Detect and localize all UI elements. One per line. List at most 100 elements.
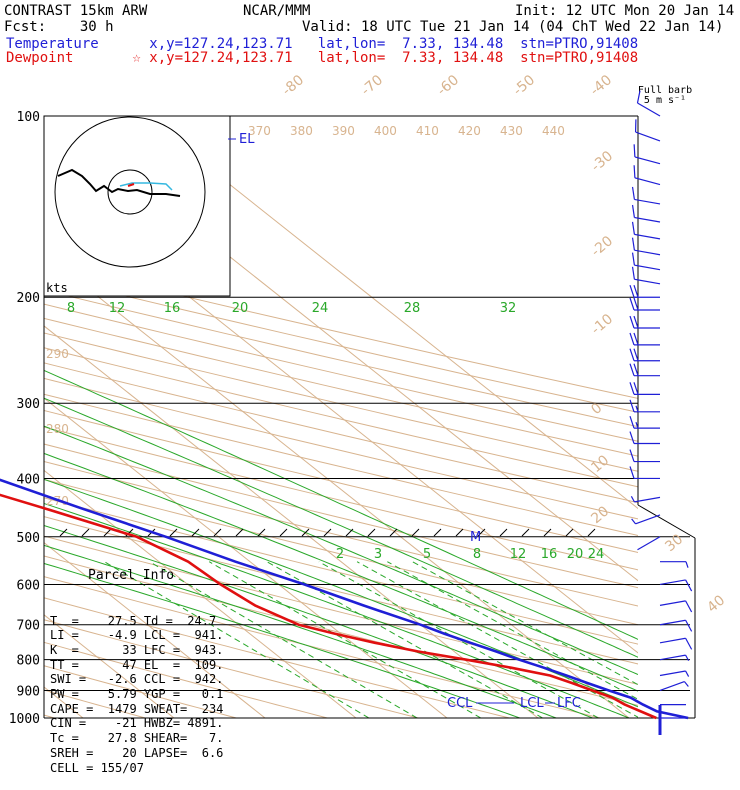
wind-barb-flag (630, 333, 634, 345)
el-label: EL (239, 132, 255, 147)
level-hatch (368, 529, 375, 536)
wind-barb (633, 205, 660, 222)
mixing-ratio-label: 32 (500, 301, 517, 316)
level-hatch (588, 529, 595, 536)
m-label: M (470, 530, 481, 545)
theta-label: 440 (542, 124, 565, 138)
hodograph-box (44, 116, 230, 296)
wind-barb (633, 253, 660, 270)
wind-barb (633, 238, 660, 255)
pressure-tick-label: 900 (17, 684, 40, 699)
wind-barb-flag (686, 638, 692, 649)
wind-barb (660, 562, 688, 568)
wind-barb-flag (633, 187, 635, 200)
wind-barb-flag (634, 165, 635, 178)
wind-barb (660, 601, 692, 612)
wind-barb-staff (635, 178, 660, 185)
wind-barb-half-flag (686, 671, 689, 677)
theta-label: 410 (416, 124, 439, 138)
wind-barb-staff (635, 157, 660, 164)
parcel-info-row: T = 27.5 Td = 24.7 (50, 614, 223, 629)
mixing-ratio-label: 16 (541, 547, 558, 562)
wind-barb (636, 119, 660, 141)
lfc-label: LFC (557, 696, 581, 711)
wind-barb-flag (634, 349, 638, 361)
wind-barb (637, 537, 660, 550)
lcl-label: LCL (520, 696, 544, 711)
mixing-ratio-label: 20 (567, 547, 584, 562)
wind-barb-flag (634, 333, 638, 345)
level-hatch (522, 529, 529, 536)
parcel-info-row: K = 33 LFC = 943. (50, 643, 223, 658)
wind-barb (630, 364, 660, 376)
wind-barb-flag (686, 601, 692, 612)
wind-barb-staff (636, 515, 660, 524)
wind-barb-half-flag (684, 682, 688, 687)
pressure-tick-label: 100 (17, 110, 40, 125)
wind-barb-flag (634, 316, 638, 328)
wind-barb (633, 222, 660, 239)
wind-barb-half-flag (632, 519, 636, 524)
wind-barb-flag (634, 364, 638, 376)
theta-label: 400 (374, 124, 397, 138)
level-hatch (566, 529, 573, 536)
wind-barb-flag (630, 349, 634, 361)
mixing-ratio-label: 12 (510, 547, 527, 562)
pressure-tick-label: 400 (17, 472, 40, 487)
parcel-info-row: LI = -4.9 LCL = 941. (50, 628, 223, 643)
frame-bevel (638, 505, 695, 538)
isotherm-label: 40 (704, 592, 728, 616)
wind-barb-staff (660, 682, 684, 691)
wind-barb (630, 316, 660, 328)
level-hatch (324, 529, 331, 536)
wind-barb-flag (633, 267, 635, 280)
wind-barb-staff (637, 103, 660, 116)
wind-barb (630, 298, 660, 310)
wind-barb-flag (630, 316, 634, 328)
wind-barb (660, 580, 692, 591)
wind-barb (630, 432, 660, 444)
wind-barb-staff (660, 580, 686, 585)
pressure-tick-label: 200 (17, 291, 40, 306)
theta-label: 380 (290, 124, 313, 138)
wind-barb-staff (660, 601, 686, 606)
parcel-info-row: CAPE = 1479 SWEAT= 234 (50, 702, 223, 717)
parcel-info-row: SREH = 20 LAPSE= 6.6 (50, 746, 223, 761)
wind-barb (633, 187, 660, 204)
wind-barb (630, 349, 660, 361)
wind-barb-flag (634, 382, 638, 394)
hodograph: kts (44, 116, 230, 296)
mixing-ratio-label: 2 (336, 547, 344, 562)
parcel-info-title: Parcel Info (50, 569, 223, 584)
wind-barb-flag (634, 285, 638, 297)
wind-barb-flag (686, 620, 692, 631)
level-hatch (82, 529, 89, 536)
mixing-ratio-label: 24 (312, 301, 329, 316)
wind-barb-staff (637, 537, 660, 550)
parcel-info-row: CIN = -21 HWBZ= 4891. (50, 716, 223, 731)
parcel-info-row: CELL = 155/07 (50, 761, 223, 776)
isotherm-label: -70 (358, 72, 386, 99)
level-hatch (412, 529, 419, 536)
level-hatch (280, 529, 287, 536)
wind-barb (630, 285, 660, 297)
wind-barb-flag (633, 238, 635, 251)
wind-barb-staff (660, 655, 686, 660)
theta-label: 420 (458, 124, 481, 138)
mixing-ratio-label: 12 (109, 301, 126, 316)
mixing-ratio-label: 5 (423, 547, 431, 562)
wind-barb (630, 333, 660, 345)
theta-label: 390 (332, 124, 355, 138)
wind-barb-flag (630, 364, 634, 376)
wind-barb (637, 91, 660, 116)
wind-barb-flag (630, 432, 634, 444)
wind-barb-flag (633, 253, 635, 266)
pressure-tick-label: 800 (17, 654, 40, 669)
isotherm-label: 20 (588, 503, 612, 527)
wind-barb (660, 671, 689, 677)
mixing-ratio-label: 8 (67, 301, 75, 316)
isotherm-label: -10 (588, 311, 616, 338)
wind-barb (660, 638, 692, 649)
wind-barb-flag (634, 298, 638, 310)
mixing-ratio-line (357, 562, 639, 718)
